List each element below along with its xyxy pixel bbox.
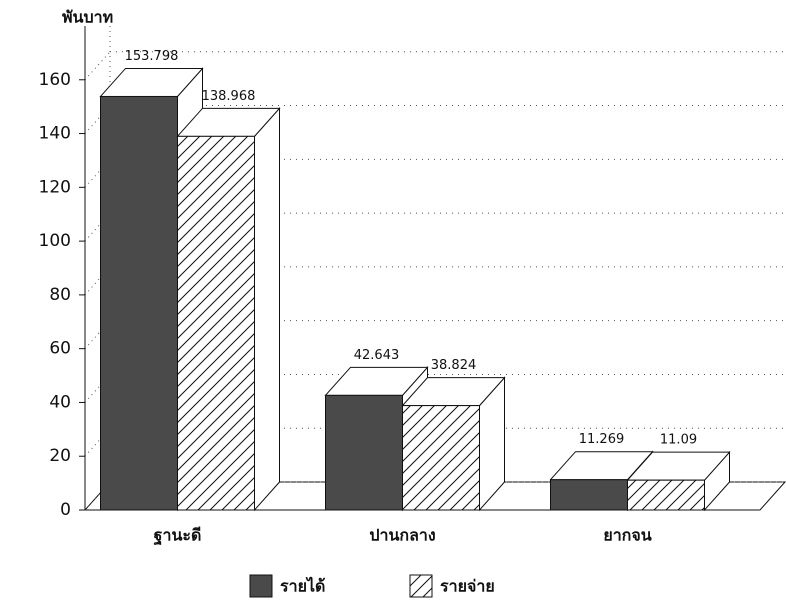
bar xyxy=(627,479,705,511)
x-tick-label: ฐานะดี xyxy=(154,526,202,546)
bar-side xyxy=(254,107,280,512)
y-tick-label: 100 xyxy=(39,231,71,251)
value-label: 11.269 xyxy=(579,432,625,447)
y-tick-label: 120 xyxy=(39,177,71,197)
bar xyxy=(402,405,480,511)
bar xyxy=(177,135,255,511)
y-tick-label: 0 xyxy=(60,500,71,520)
grid-diag xyxy=(84,51,111,81)
value-label: 38.824 xyxy=(431,358,477,373)
value-label: 138.968 xyxy=(202,89,256,104)
bar xyxy=(100,95,178,511)
legend-swatch xyxy=(409,574,433,598)
value-label: 11.09 xyxy=(660,433,697,448)
value-label: 153.798 xyxy=(125,49,179,64)
legend-swatch xyxy=(249,574,273,598)
legend-label: รายจ่าย xyxy=(440,577,495,596)
value-label: 42.643 xyxy=(354,348,400,363)
y-axis-label: พันบาท xyxy=(62,8,113,27)
y-tick-label: 40 xyxy=(49,392,71,412)
y-tick-label: 20 xyxy=(49,446,71,466)
y-tick-label: 160 xyxy=(39,70,71,90)
y-tick-label: 60 xyxy=(49,339,71,359)
x-tick-label: ปานกลาง xyxy=(369,526,435,545)
legend-label: รายได้ xyxy=(280,577,325,596)
y-tick-label: 80 xyxy=(49,285,71,305)
bar xyxy=(325,394,403,511)
bar xyxy=(550,479,628,511)
x-tick-label: ยากจน xyxy=(603,526,651,545)
y-tick-label: 140 xyxy=(39,124,71,144)
